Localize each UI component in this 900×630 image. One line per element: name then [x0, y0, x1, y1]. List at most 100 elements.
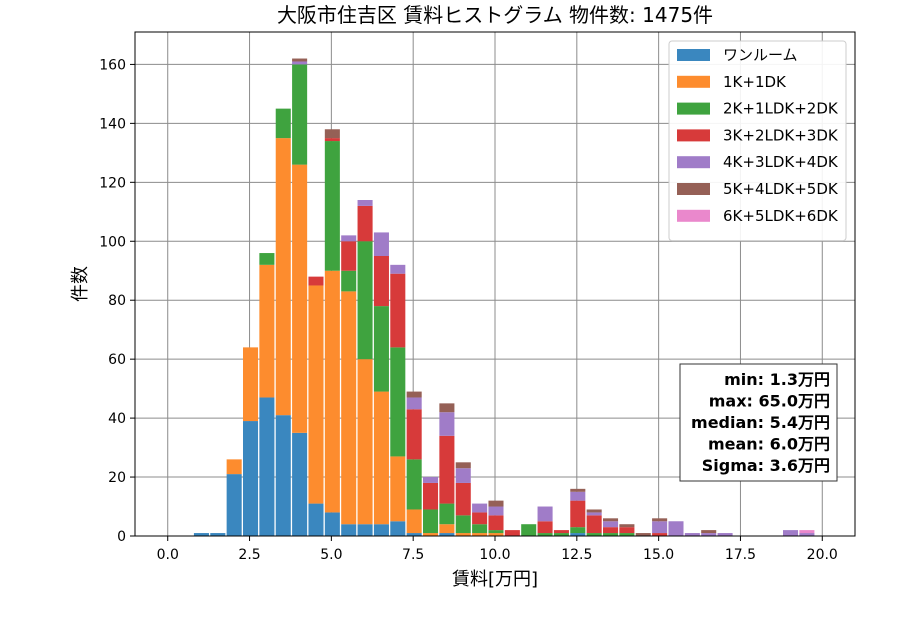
bar-segment: [390, 273, 406, 348]
bar-segment: [537, 521, 553, 534]
y-tick-label: 80: [108, 293, 126, 309]
bar-segment: [570, 533, 586, 536]
legend-swatch: [677, 102, 710, 115]
bar-segment: [259, 264, 275, 398]
bar-segment: [373, 256, 389, 307]
y-tick-label: 100: [99, 234, 126, 250]
bar-segment: [635, 533, 651, 536]
bar-segment: [390, 456, 406, 522]
bar-segment: [406, 459, 422, 510]
bar-segment: [439, 533, 455, 536]
legend-label: ワンルーム: [723, 46, 798, 64]
bar-segment: [570, 488, 586, 492]
legend-swatch: [677, 49, 710, 61]
bar-segment: [455, 468, 471, 483]
legend-label: 3K+2LDK+3DK: [723, 126, 839, 144]
bar-segment: [406, 397, 422, 410]
bar-segment: [570, 500, 586, 528]
bar-segment: [603, 527, 619, 534]
stats-line: min: 1.3万円: [724, 370, 830, 389]
bar-segment: [226, 474, 242, 536]
bar-segment: [341, 241, 357, 271]
bar-segment: [373, 391, 389, 525]
bar-segment: [439, 503, 455, 525]
bar-segment: [308, 285, 324, 504]
bar-segment: [324, 129, 340, 139]
bar-segment: [799, 533, 815, 536]
y-tick-label: 120: [99, 175, 126, 191]
bar-segment: [406, 409, 422, 460]
x-axis-ticks: 0.0 2.5 5.0 7.5 10.0 12.5 15.0 17.5 20.0: [157, 536, 838, 563]
bar-segment: [292, 164, 308, 433]
bar-segment: [521, 524, 537, 536]
legend-swatch: [677, 209, 710, 222]
legend-label: 4K+3LDK+4DK: [723, 153, 839, 171]
x-axis-label: 賃料[万円]: [452, 569, 538, 590]
bar-segment: [243, 347, 259, 422]
bar-segment: [390, 264, 406, 274]
x-tick-label: 15.0: [643, 547, 674, 563]
legend-label: 1K+1DK: [723, 73, 787, 91]
x-tick-label: 2.5: [238, 547, 260, 563]
bar-segment: [423, 482, 439, 510]
chart-title: 大阪市住吉区 賃料ヒストグラム 物件数: 1475件: [277, 3, 713, 27]
legend-label: 6K+5LDK+6DK: [723, 207, 839, 225]
bar-segment: [259, 397, 275, 536]
bar-segment: [292, 61, 308, 65]
bar-segment: [488, 506, 504, 516]
bar-segment: [243, 421, 259, 536]
bar-segment: [439, 412, 455, 436]
bar-segment: [226, 459, 242, 475]
x-tick-label: 17.5: [725, 547, 756, 563]
stats-box: min: 1.3万円 max: 65.0万円 median: 5.4万円 mean: …: [679, 363, 838, 482]
y-tick-label: 20: [108, 470, 126, 486]
bar-segment: [275, 138, 291, 416]
bar-segment: [439, 403, 455, 413]
bar-segment: [717, 533, 733, 536]
legend-swatch: [677, 75, 710, 88]
x-tick-label: 20.0: [807, 547, 838, 563]
bar-segment: [406, 533, 422, 536]
bar-segment: [406, 509, 422, 534]
bar-segment: [292, 432, 308, 536]
bar-segment: [324, 138, 340, 142]
bar-segment: [373, 524, 389, 536]
bar-segment: [341, 270, 357, 292]
bar-segment: [439, 524, 455, 534]
bar-segment: [488, 533, 504, 536]
x-tick-label: 12.5: [561, 547, 592, 563]
bar-segment: [373, 232, 389, 256]
bar-segment: [439, 435, 455, 504]
y-tick-label: 40: [108, 411, 126, 427]
y-axis-label: 件数: [70, 266, 91, 302]
bar-segment: [603, 533, 619, 536]
legend-label: 5K+4LDK+5DK: [723, 180, 839, 198]
bar-segment: [455, 482, 471, 516]
bar-segment: [292, 64, 308, 165]
bar-segment: [799, 530, 815, 534]
bar-segment: [423, 533, 439, 536]
bar-segment: [783, 530, 799, 536]
bar-segment: [701, 530, 717, 534]
bar-segment: [488, 515, 504, 531]
bar-segment: [373, 306, 389, 392]
bar-segment: [275, 108, 291, 139]
bar-segment: [603, 518, 619, 522]
bar-segment: [586, 509, 602, 513]
y-tick-label: 60: [108, 352, 126, 368]
bar-segment: [210, 533, 226, 536]
bar-segment: [652, 533, 668, 536]
bar-segment: [586, 515, 602, 534]
bar-segment: [537, 506, 553, 522]
legend-box: [668, 40, 847, 242]
bar-segment: [324, 512, 340, 536]
y-tick-label: 140: [99, 116, 126, 132]
bar-segment: [308, 276, 324, 286]
bar-segment: [701, 533, 717, 536]
bar-segment: [292, 58, 308, 62]
bar-segment: [341, 291, 357, 525]
legend-swatch: [677, 183, 710, 195]
bar-segment: [390, 521, 406, 536]
bar-segment: [488, 530, 504, 534]
bar-segment: [619, 533, 635, 536]
